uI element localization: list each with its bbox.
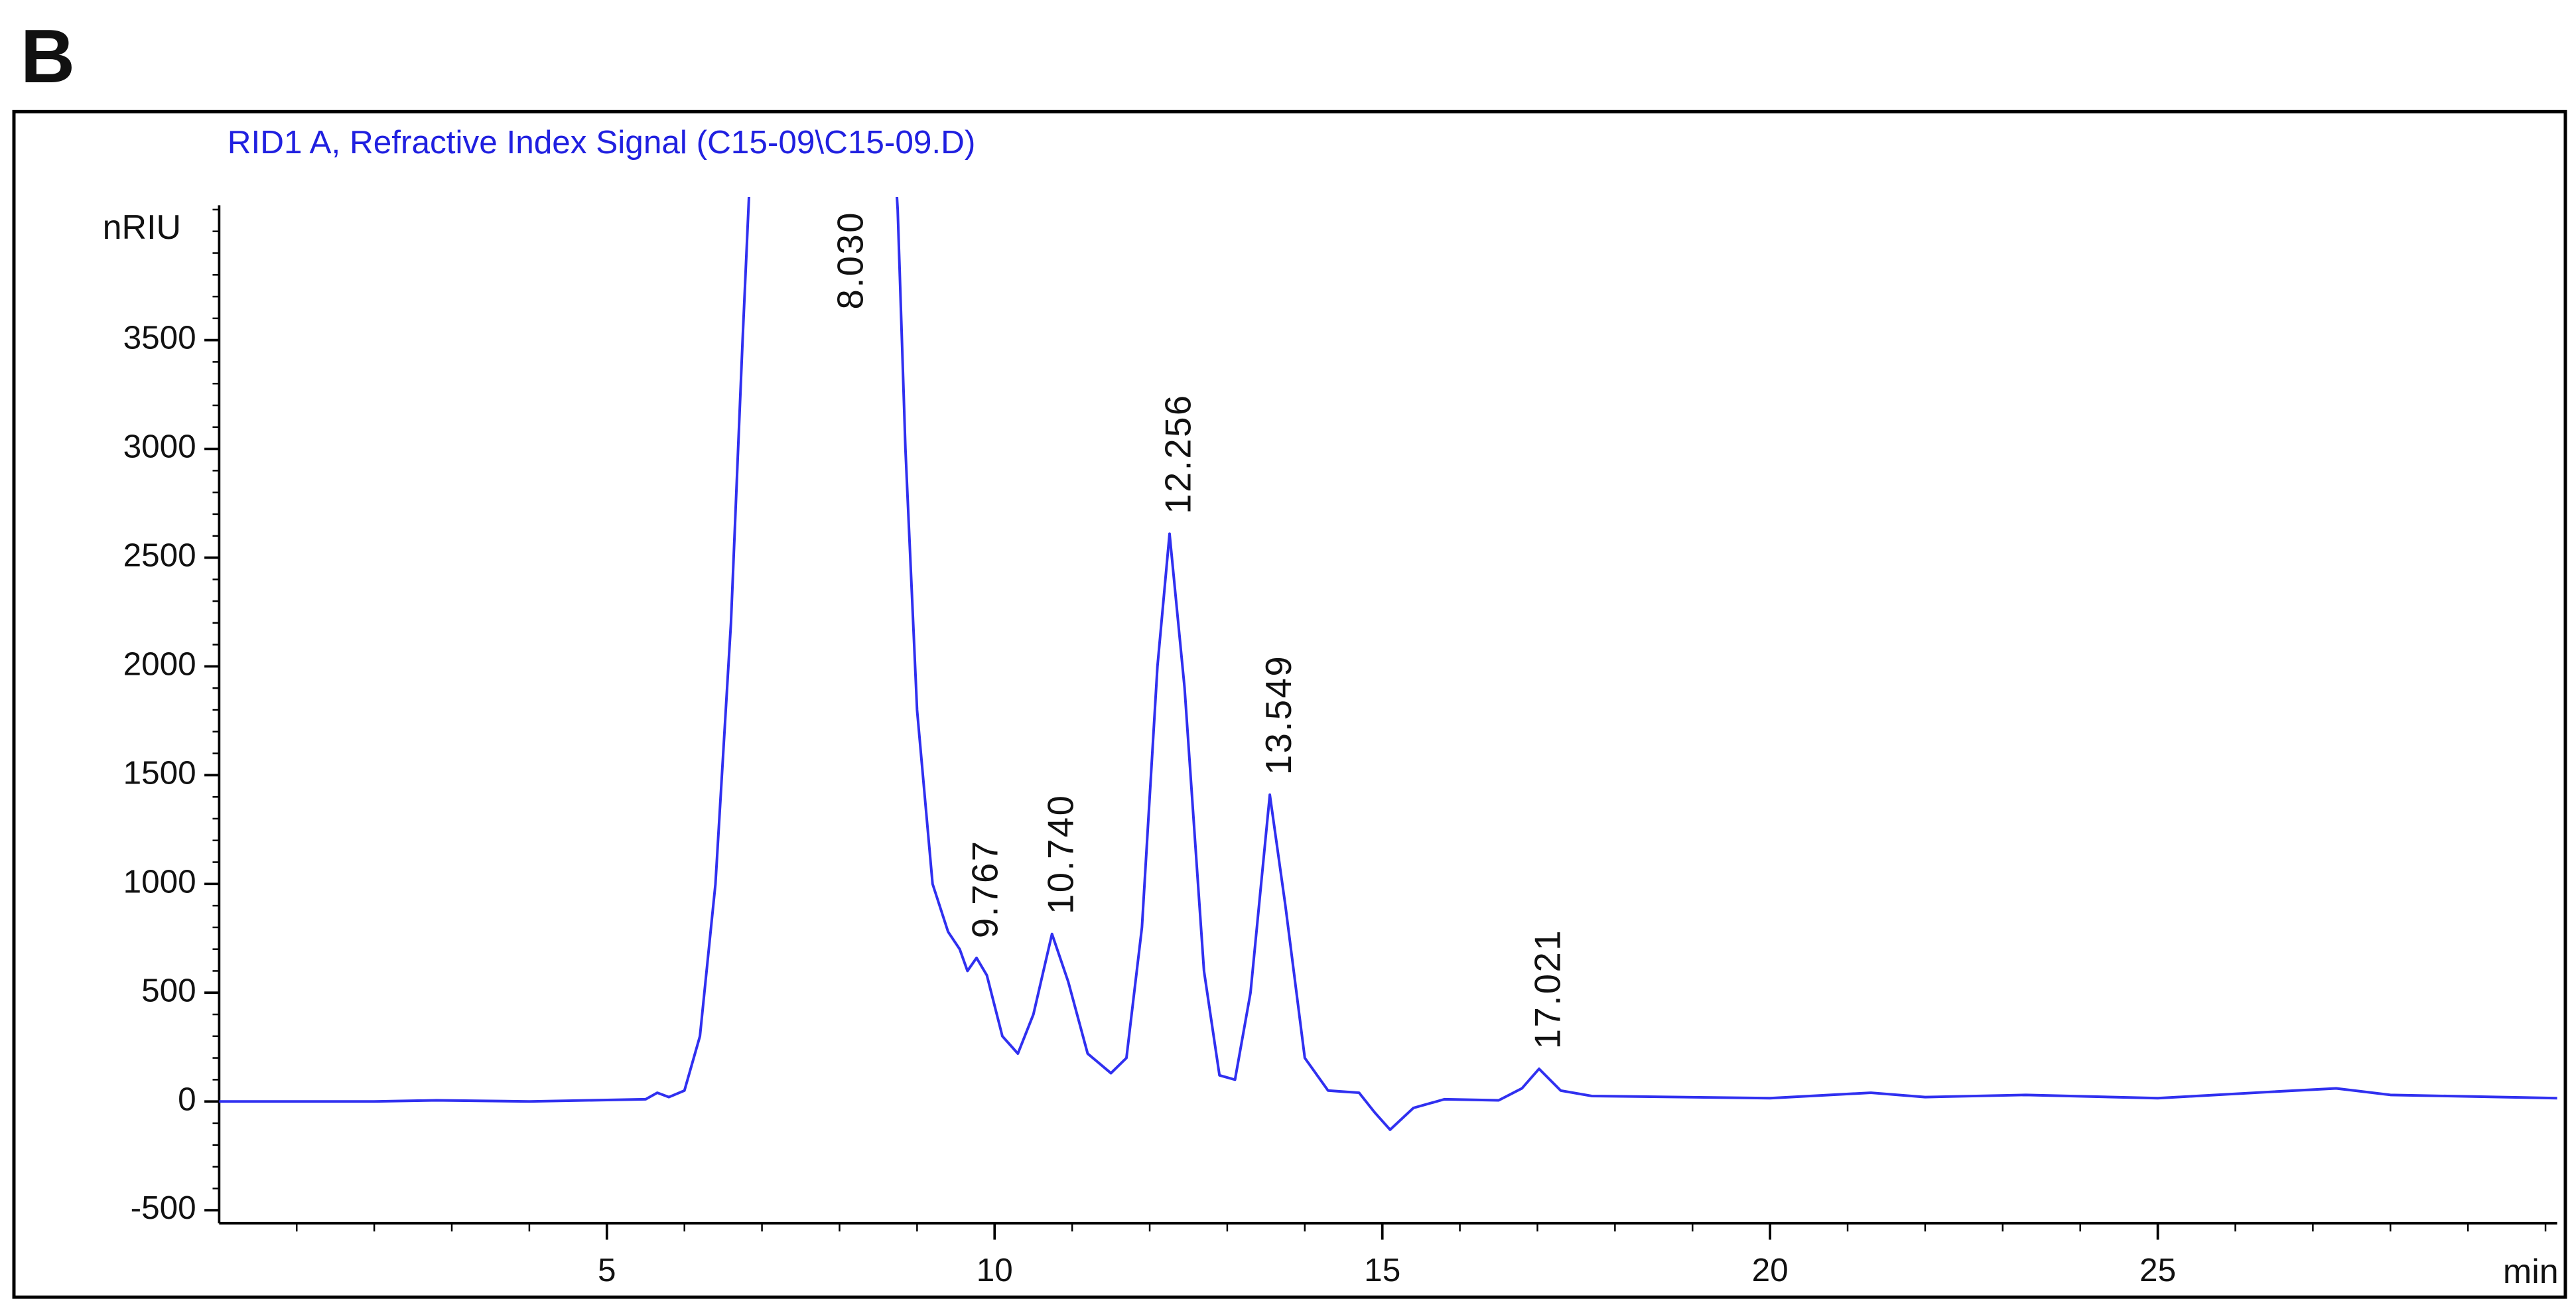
peak-label: 8.030 xyxy=(831,211,871,310)
x-tick-label: 20 xyxy=(1752,1252,1789,1288)
y-tick-label: 3000 xyxy=(123,429,196,465)
peak-label: 10.740 xyxy=(1040,794,1081,914)
y-tick-label: 1000 xyxy=(123,863,196,900)
y-tick-label: -500 xyxy=(131,1190,196,1226)
y-tick-label: 2500 xyxy=(123,537,196,574)
x-tick-label: 10 xyxy=(977,1252,1013,1288)
x-axis-label: min xyxy=(2503,1253,2559,1291)
peak-label: 13.549 xyxy=(1258,655,1299,775)
x-tick-label: 25 xyxy=(2139,1252,2176,1288)
y-tick-label: 1500 xyxy=(123,754,196,791)
y-tick-label: 2000 xyxy=(123,646,196,683)
panel-label: B xyxy=(21,15,75,99)
y-tick-label: 0 xyxy=(178,1081,196,1117)
chart-title: RID1 A, Refractive Index Signal (C15-09\… xyxy=(228,124,976,161)
x-tick-label: 15 xyxy=(1364,1252,1400,1288)
peak-label: 17.021 xyxy=(1528,929,1568,1049)
peak-label: 12.256 xyxy=(1158,393,1199,514)
plot-area xyxy=(219,196,2557,1131)
frame xyxy=(12,109,2567,1299)
signal-line xyxy=(219,196,2557,1131)
y-tick-label: 3500 xyxy=(123,320,196,356)
x-tick-label: 5 xyxy=(598,1252,616,1288)
peak-label: 9.767 xyxy=(965,839,1006,938)
y-tick-label: 500 xyxy=(141,972,196,1008)
y-axis-label: nRIU xyxy=(103,208,181,247)
